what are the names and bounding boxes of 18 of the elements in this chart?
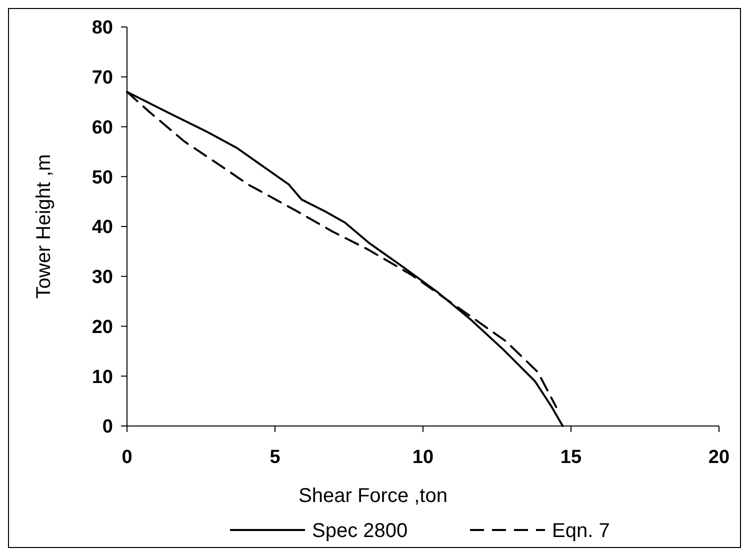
y-tick-label: 80 (92, 18, 113, 39)
x-tick-label: 5 (270, 447, 281, 468)
y-tick-label: 60 (92, 117, 113, 138)
x-axis-title: Shear Force ,ton (298, 485, 448, 507)
y-tick-label: 0 (102, 416, 113, 438)
legend-label: Eqn. 7 (552, 520, 610, 542)
y-tick-label: 30 (92, 267, 113, 288)
y-tick-label: 70 (92, 68, 113, 89)
x-tick-label: 15 (560, 447, 582, 468)
y-tick-label: 40 (92, 217, 113, 238)
legend-label: Spec 2800 (312, 520, 408, 542)
x-tick-label: 20 (708, 447, 730, 468)
y-tick-label: 50 (92, 167, 113, 188)
y-tick-label: 20 (92, 316, 113, 338)
y-tick-label: 10 (92, 366, 113, 388)
x-tick-label: 0 (122, 447, 132, 468)
y-axis-title: Tower Height ,m (33, 154, 55, 299)
x-tick-label: 10 (412, 447, 434, 468)
